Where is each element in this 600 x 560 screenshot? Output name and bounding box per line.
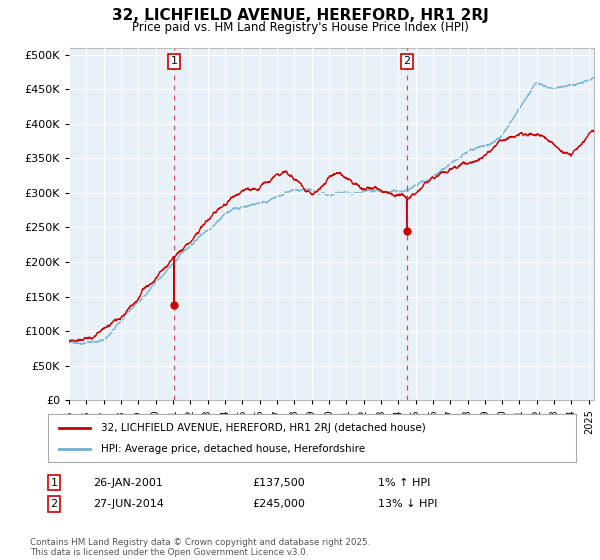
Text: Price paid vs. HM Land Registry's House Price Index (HPI): Price paid vs. HM Land Registry's House … bbox=[131, 21, 469, 34]
Text: 26-JAN-2001: 26-JAN-2001 bbox=[93, 478, 163, 488]
Text: 32, LICHFIELD AVENUE, HEREFORD, HR1 2RJ (detached house): 32, LICHFIELD AVENUE, HEREFORD, HR1 2RJ … bbox=[101, 423, 425, 433]
Text: 32, LICHFIELD AVENUE, HEREFORD, HR1 2RJ: 32, LICHFIELD AVENUE, HEREFORD, HR1 2RJ bbox=[112, 8, 488, 24]
Text: HPI: Average price, detached house, Herefordshire: HPI: Average price, detached house, Here… bbox=[101, 444, 365, 454]
Text: £245,000: £245,000 bbox=[252, 499, 305, 509]
Text: 2: 2 bbox=[50, 499, 58, 509]
Text: Contains HM Land Registry data © Crown copyright and database right 2025.
This d: Contains HM Land Registry data © Crown c… bbox=[30, 538, 370, 557]
Text: 27-JUN-2014: 27-JUN-2014 bbox=[93, 499, 164, 509]
Text: 1: 1 bbox=[170, 57, 178, 67]
Text: 2: 2 bbox=[403, 57, 410, 67]
Text: 13% ↓ HPI: 13% ↓ HPI bbox=[378, 499, 437, 509]
Text: 1% ↑ HPI: 1% ↑ HPI bbox=[378, 478, 430, 488]
Text: £137,500: £137,500 bbox=[252, 478, 305, 488]
Text: 1: 1 bbox=[50, 478, 58, 488]
